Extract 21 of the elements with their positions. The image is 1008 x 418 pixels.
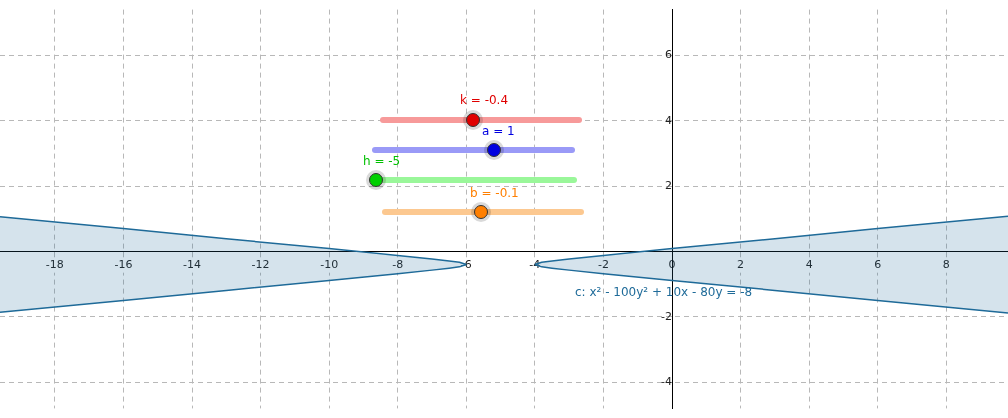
x-tick-label: -16 [114,257,133,271]
x-tick-label: 4 [805,257,813,271]
y-tick-label: -4 [661,375,672,389]
annotation: k = -0.4 [460,93,509,107]
y-tick-label: 2 [665,178,672,192]
x-tick-label: -8 [392,257,404,271]
y-tick-label: 6 [665,48,672,62]
x-tick-label: -2 [597,257,609,271]
annotation: b = -0.1 [470,186,519,200]
annotation: a = 1 [482,124,515,138]
x-tick-label: 2 [737,257,745,271]
x-tick-label: -6 [460,257,472,271]
y-tick-label: -2 [661,309,672,323]
annotation: h = -5 [363,154,401,168]
x-tick-label: -12 [251,257,270,271]
y-tick-label: 4 [665,113,672,127]
x-tick-label: 6 [874,257,882,271]
x-tick-label: -14 [183,257,201,271]
x-tick-label: -10 [320,257,339,271]
x-tick-label: -18 [45,257,64,271]
x-tick-label: 8 [942,257,950,271]
